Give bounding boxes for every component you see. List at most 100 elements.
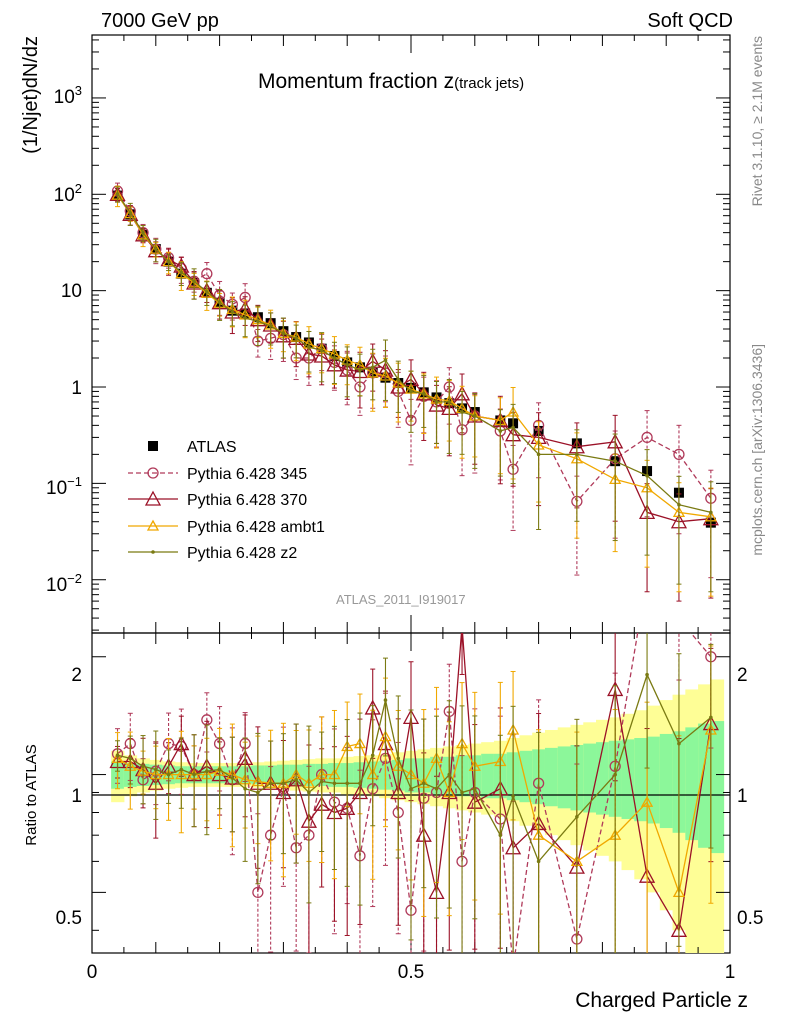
y-tick-label-1e3: 103 <box>54 83 82 108</box>
point-z2 <box>319 348 324 353</box>
ratio-point-z2 <box>447 772 452 777</box>
point-z2 <box>154 247 158 251</box>
point-z2 <box>307 345 311 349</box>
point-z2 <box>230 310 235 314</box>
process-label: Soft QCD <box>647 10 733 32</box>
point-z2 <box>166 259 171 264</box>
point-z2 <box>677 502 681 507</box>
band-inner-bin <box>621 739 635 819</box>
point-z2 <box>243 316 247 320</box>
legend-label-atlas: ATLAS <box>187 439 237 456</box>
point-z2 <box>256 319 260 324</box>
point-z2 <box>141 230 145 235</box>
legend-label-345: Pythia 6.428 345 <box>187 466 307 483</box>
point-z2 <box>447 400 452 404</box>
x-axis-label: Charged Particle z <box>575 989 748 1012</box>
ratio-tick-left-1: 1 <box>71 786 82 807</box>
point-z2 <box>358 368 362 372</box>
ratio-point-z2 <box>230 776 235 780</box>
ratio-point-z2 <box>383 698 388 702</box>
y-tick-label-1e-2: 10−2 <box>46 571 82 596</box>
y-tick-label-1: 1 <box>71 378 82 399</box>
point-z2 <box>434 400 439 404</box>
y-axis-label: (1/Njet)dN/dz <box>20 36 42 154</box>
ratio-point-z2 <box>319 779 324 784</box>
ratio-point-z2 <box>645 672 649 677</box>
ratio-point-z2 <box>709 715 713 720</box>
ratio-point-z2 <box>370 753 375 758</box>
point-z2 <box>217 300 222 304</box>
point-z2 <box>536 452 541 457</box>
band-inner-bin <box>710 721 725 854</box>
x-tick-label-05: 0.5 <box>398 962 424 983</box>
point-z2 <box>498 429 503 433</box>
legend-marker-345 <box>147 467 159 479</box>
ratio-point-z2 <box>192 772 196 777</box>
ratio-point-p370 <box>455 619 469 632</box>
point-z2 <box>421 392 426 396</box>
ratio-tick-left-05: 0.5 <box>56 908 82 929</box>
ratio-point-z2 <box>460 790 464 795</box>
point-z2 <box>409 389 413 394</box>
axis-ticks <box>91 35 731 953</box>
rivet-label: Rivet 3.1.10, ≥ 2.1M events <box>749 36 765 206</box>
point-z2 <box>294 336 298 341</box>
ratio-tick-left-2: 2 <box>71 665 82 686</box>
ratio-point-z2 <box>409 786 413 791</box>
y-tick-label-1e-1: 10−1 <box>46 474 82 499</box>
ratio-point-z2 <box>332 781 337 786</box>
y-tick-label-1e2: 102 <box>54 181 82 206</box>
point-z2 <box>473 414 477 418</box>
point-z2 <box>115 192 120 196</box>
ratio-point-z2 <box>511 794 515 799</box>
main-plot-data <box>109 182 719 602</box>
point-z2 <box>511 425 515 430</box>
ratio-y-axis-label: Ratio to ATLAS <box>23 744 40 845</box>
legend-marker-z2 <box>151 550 155 554</box>
band-inner-bin <box>519 750 533 803</box>
ratio-point-z2 <box>307 790 311 795</box>
legend: ATLAS Pythia 6.428 345 Pythia 6.428 370 … <box>128 439 325 562</box>
point-z2 <box>383 358 388 362</box>
ratio-point-z2 <box>217 767 222 772</box>
ratio-point-z2 <box>281 781 286 786</box>
ratio-point-z2 <box>358 781 362 786</box>
ratio-point-z2 <box>294 777 298 782</box>
point-p345 <box>641 431 653 444</box>
ratio-point-z2 <box>141 764 145 769</box>
ratio-point-p345 <box>674 614 684 624</box>
ratio-tick-right-2: 2 <box>737 665 748 686</box>
ratio-point-z2 <box>434 786 439 791</box>
point-z2 <box>460 410 464 414</box>
point-z2 <box>281 331 286 336</box>
ratio-point-z2 <box>575 814 579 819</box>
band-inner-bin <box>698 723 712 848</box>
legend-marker-370 <box>144 490 162 506</box>
point-z2 <box>645 473 649 478</box>
y-tick-labels-main: 103 102 10 1 10−1 10−2 <box>46 83 82 596</box>
ratio-point-p345 <box>508 963 518 973</box>
ratio-point-z2 <box>256 790 260 795</box>
plot-title-main: Momentum fraction z <box>258 70 454 93</box>
point-p345 <box>201 268 213 280</box>
y-tick-labels-ratio: 2 1 0.5 2 1 0.5 <box>56 665 764 929</box>
ratio-point-p345 <box>252 886 264 899</box>
ratio-uncertainty-bands <box>111 679 725 953</box>
ratio-plot-data <box>109 614 719 973</box>
ratio-point-z2 <box>677 741 681 746</box>
ratio-point-z2 <box>115 753 120 758</box>
ratio-point-z2 <box>498 833 503 837</box>
ratio-point-z2 <box>243 786 247 791</box>
band-inner-bin <box>557 746 571 809</box>
point-z2 <box>205 290 209 294</box>
x-tick-label-0: 0 <box>87 962 98 983</box>
band-inner-bin <box>544 747 559 807</box>
legend-label-ambt1: Pythia 6.428 ambt1 <box>187 519 325 536</box>
legend-marker-ambt1 <box>146 519 160 531</box>
band-inner-bin <box>634 738 648 822</box>
point-z2 <box>332 356 337 360</box>
series-line-z2 <box>116 193 712 514</box>
point-z2 <box>179 270 184 275</box>
ratio-tick-right-1: 1 <box>737 786 748 807</box>
